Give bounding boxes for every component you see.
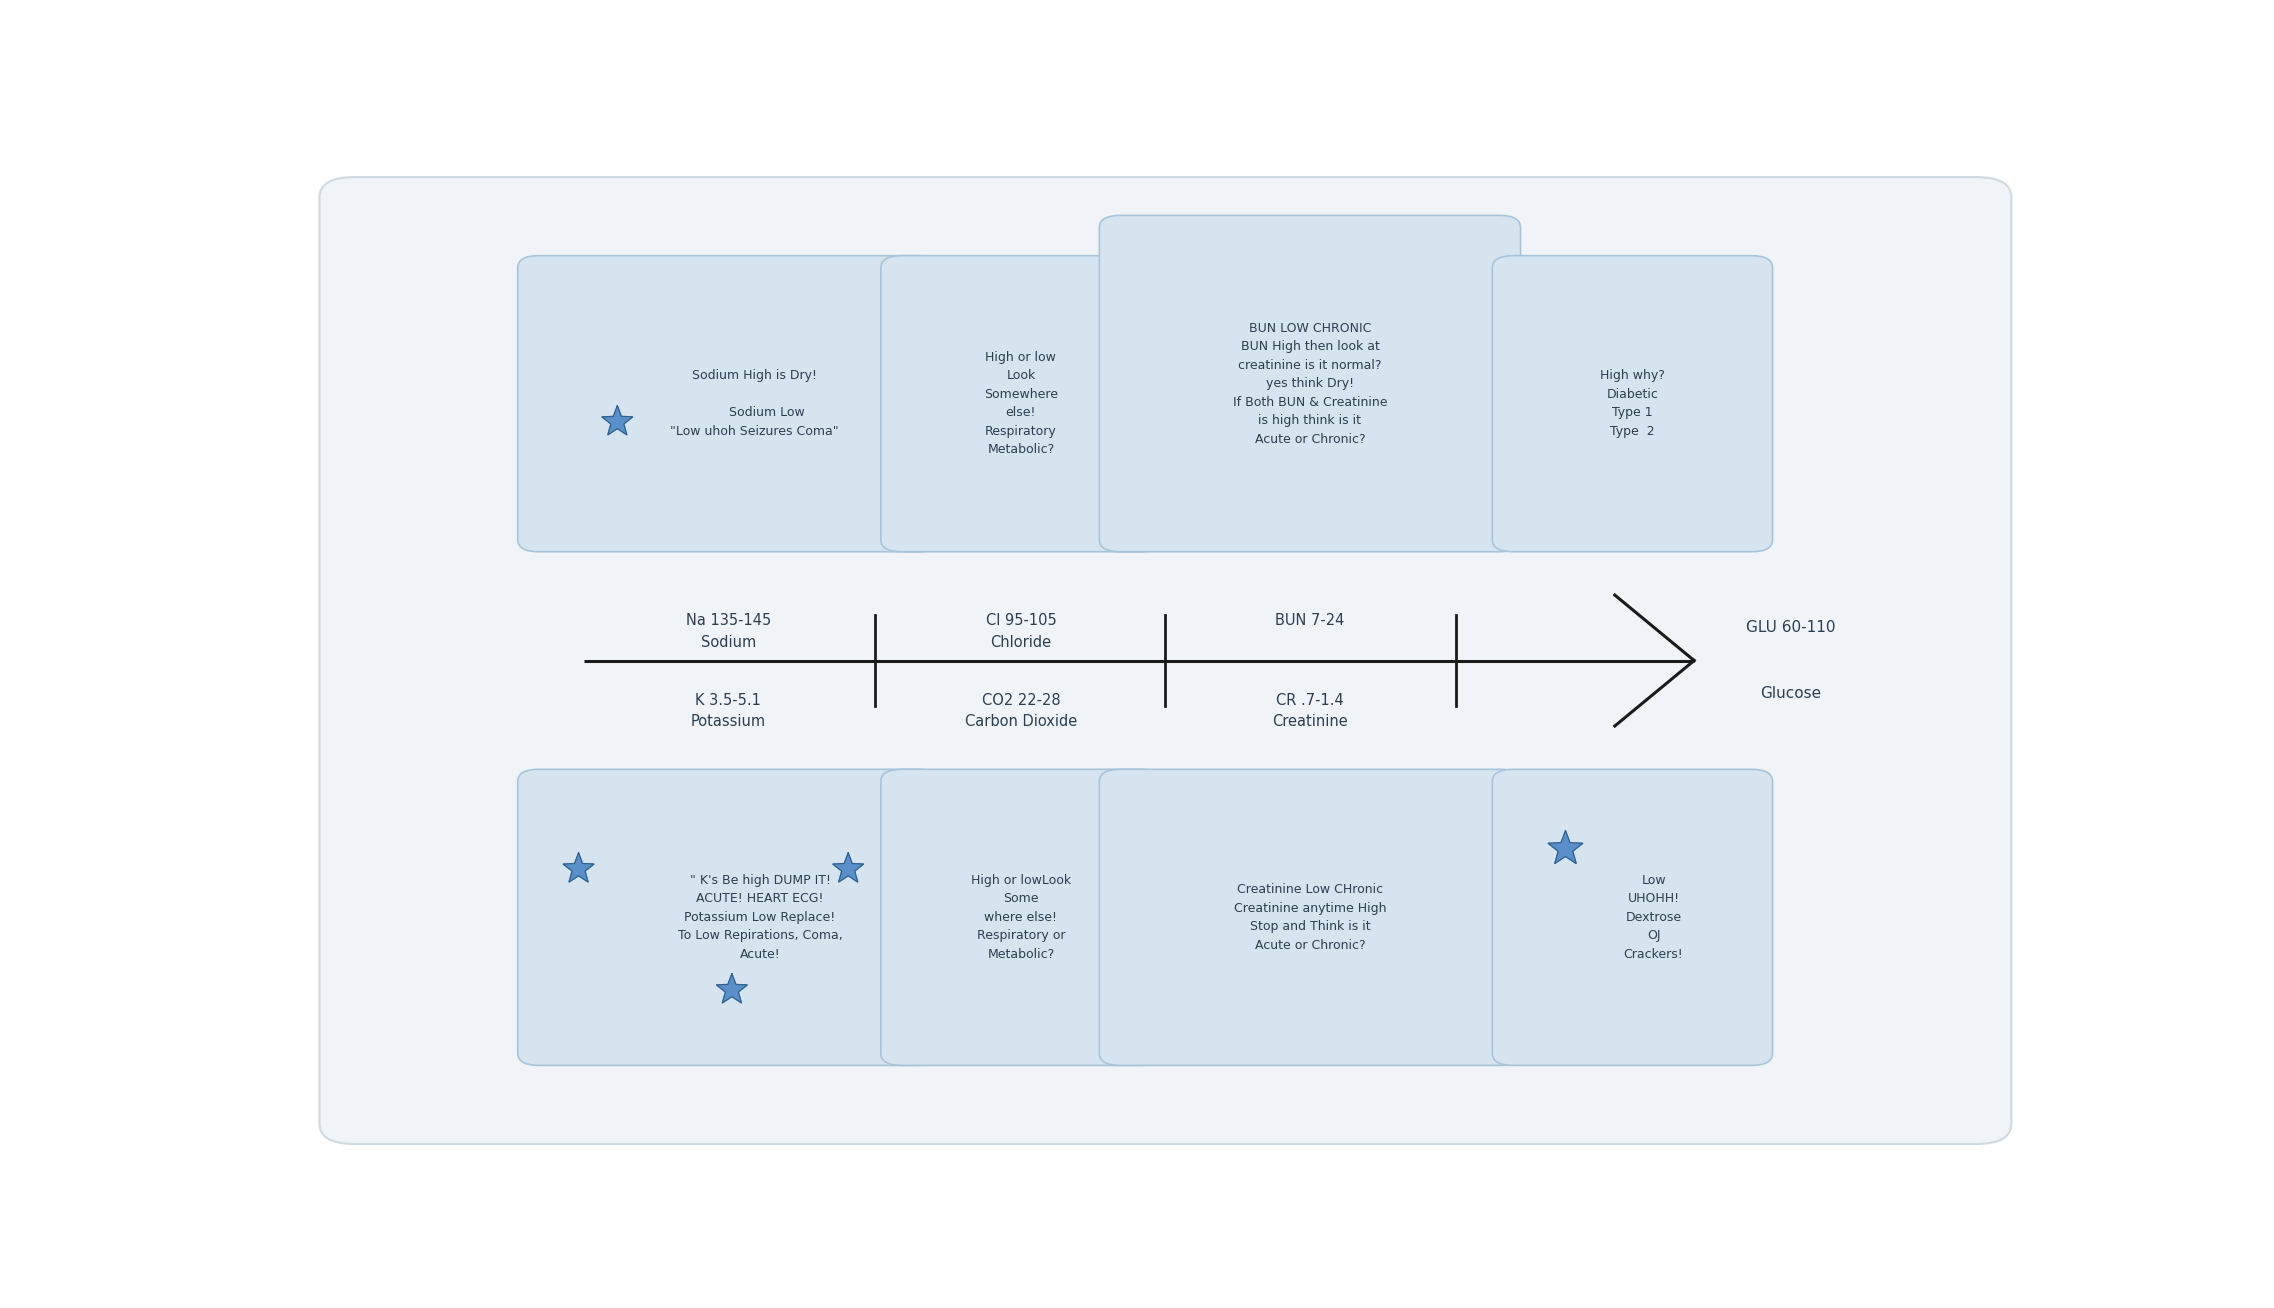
Text: High why?
Diabetic
Type 1
Type  2: High why? Diabetic Type 1 Type 2 [1601, 369, 1665, 438]
FancyBboxPatch shape [1492, 255, 1771, 552]
Text: Na 135-145: Na 135-145 [687, 613, 771, 628]
FancyBboxPatch shape [1098, 769, 1521, 1066]
Text: Carbon Dioxide: Carbon Dioxide [964, 714, 1078, 729]
FancyBboxPatch shape [880, 769, 1162, 1066]
FancyBboxPatch shape [518, 255, 939, 552]
Text: BUN LOW CHRONIC
BUN High then look at
creatinine is it normal?
yes think Dry!
If: BUN LOW CHRONIC BUN High then look at cr… [1233, 322, 1387, 446]
Text: GLU 60-110: GLU 60-110 [1746, 620, 1835, 636]
FancyBboxPatch shape [1492, 769, 1771, 1066]
Polygon shape [603, 405, 632, 434]
Text: K 3.5-5.1: K 3.5-5.1 [696, 693, 762, 708]
Text: High or lowLook
Some
where else!
Respiratory or
Metabolic?: High or lowLook Some where else! Respira… [971, 874, 1071, 961]
Text: Glucose: Glucose [1760, 685, 1821, 701]
Text: BUN 7-24: BUN 7-24 [1276, 613, 1344, 628]
Text: Chloride: Chloride [991, 636, 1051, 650]
Text: Cl 95-105: Cl 95-105 [985, 613, 1057, 628]
Text: Creatinine: Creatinine [1271, 714, 1348, 729]
FancyBboxPatch shape [318, 177, 2012, 1144]
FancyBboxPatch shape [1098, 216, 1521, 552]
Polygon shape [716, 973, 748, 1003]
Text: Potassium: Potassium [691, 714, 766, 729]
Text: Sodium High is Dry!

      Sodium Low
"Low uhoh Seizures Coma": Sodium High is Dry! Sodium Low "Low uhoh… [671, 369, 839, 438]
Polygon shape [1549, 831, 1583, 863]
Text: Creatinine Low CHronic
Creatinine anytime High
Stop and Think is it
Acute or Chr: Creatinine Low CHronic Creatinine anytim… [1235, 883, 1387, 952]
Polygon shape [832, 853, 864, 882]
FancyBboxPatch shape [518, 769, 939, 1066]
Text: Low
UHOHH!
Dextrose
OJ
Crackers!: Low UHOHH! Dextrose OJ Crackers! [1624, 874, 1683, 961]
Text: High or low
Look
Somewhere
else!
Respiratory
Metabolic?: High or low Look Somewhere else! Respira… [985, 351, 1057, 456]
Text: CO2 22-28: CO2 22-28 [982, 693, 1060, 708]
Text: Sodium: Sodium [700, 636, 755, 650]
Text: " K's Be high DUMP IT!
ACUTE! HEART ECG!
Potassium Low Replace!
To Low Repiratio: " K's Be high DUMP IT! ACUTE! HEART ECG!… [678, 874, 841, 961]
FancyBboxPatch shape [880, 255, 1162, 552]
Polygon shape [564, 853, 594, 882]
Text: CR .7-1.4: CR .7-1.4 [1276, 693, 1344, 708]
